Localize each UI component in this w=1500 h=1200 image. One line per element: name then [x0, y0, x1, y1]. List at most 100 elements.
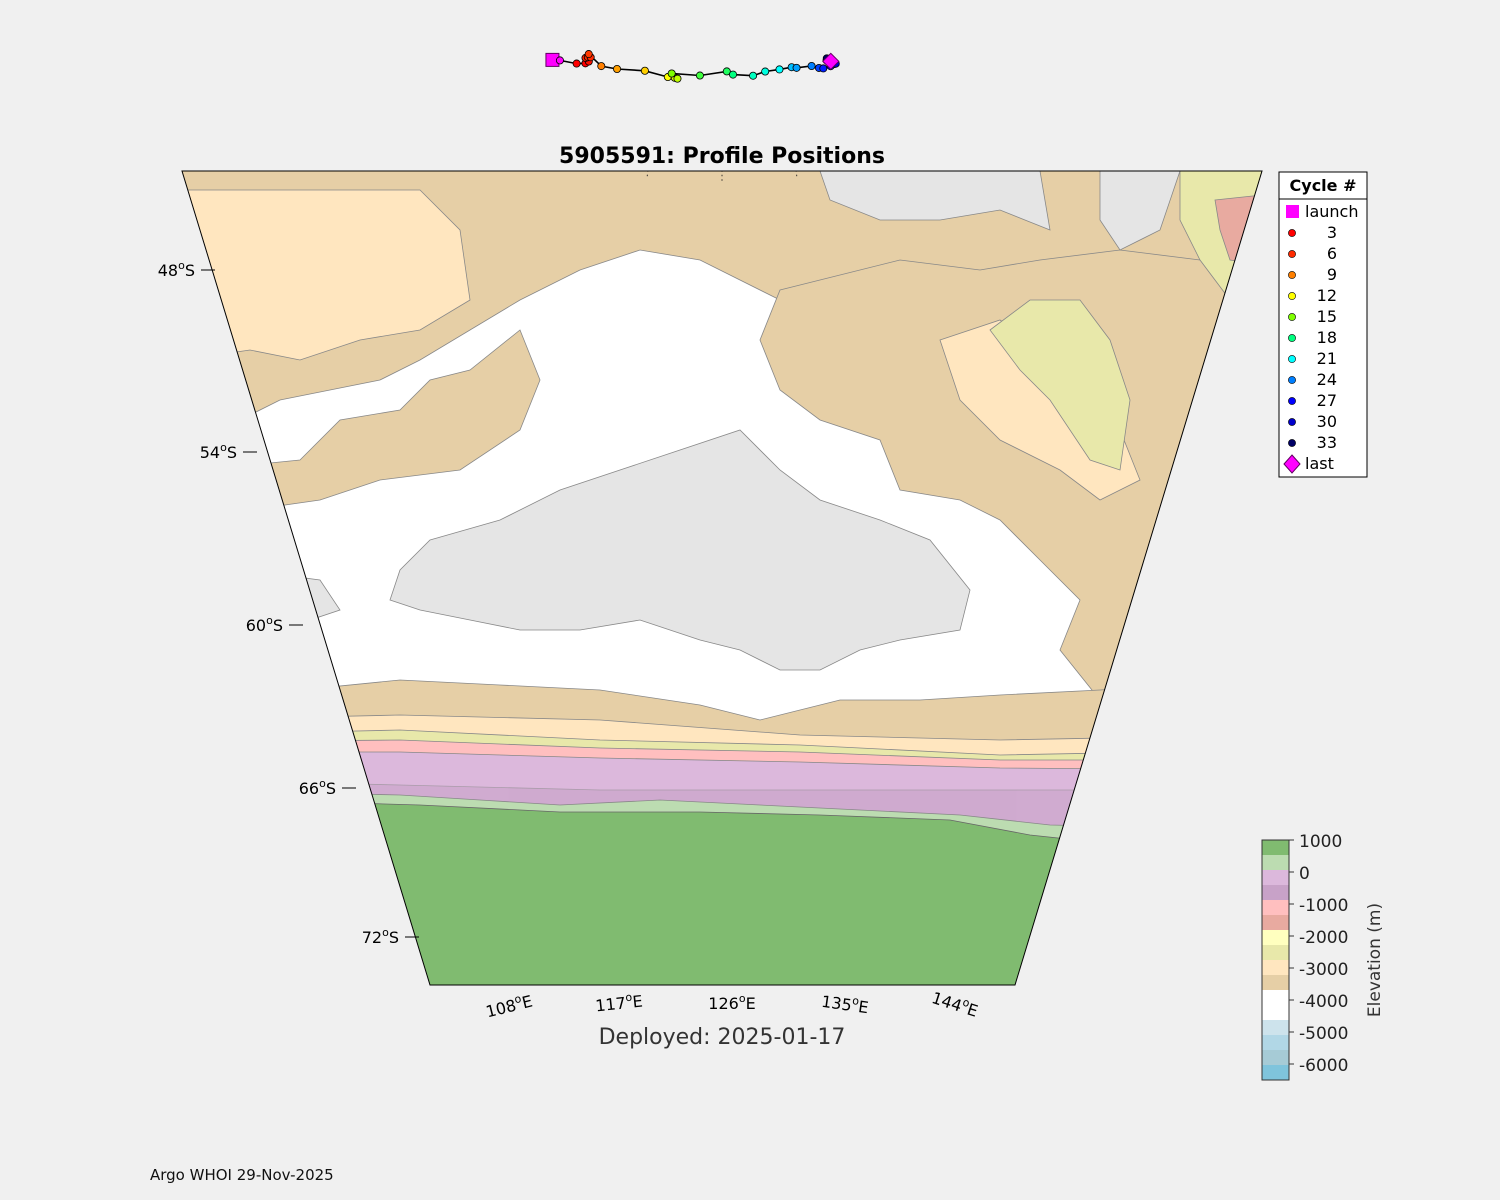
- legend-item: 3: [1288, 223, 1337, 242]
- meridian-line: [574, 0, 625, 162]
- profile-point: [673, 74, 682, 83]
- profile-point: [761, 67, 770, 76]
- parallel-line: [536, 0, 907, 37]
- legend-label: 15: [1317, 307, 1337, 326]
- legend-item: 6: [1288, 244, 1337, 263]
- legend-dot-icon: [1288, 271, 1296, 279]
- parallel-line: [521, 34, 924, 76]
- legend-dot-icon: [1288, 250, 1296, 258]
- colorbar-swatch: [1262, 840, 1289, 856]
- colorbar-swatch: [1262, 855, 1289, 871]
- legend-item: 15: [1288, 307, 1337, 326]
- legend-item: last: [1283, 454, 1334, 474]
- meridian-line: [820, 0, 871, 162]
- elevation-colorbar: 1000 0 -1000 -2000 -3000 -4000 -5000 -6000 Elev…: [1261, 832, 1385, 1081]
- profile-point: [807, 62, 816, 71]
- legend-dot-icon: [1288, 229, 1296, 237]
- legend-diamond-icon: [1283, 454, 1301, 474]
- colorbar-swatch: [1262, 975, 1289, 991]
- colorbar-swatch: [1262, 915, 1289, 931]
- profile-point: [695, 71, 704, 80]
- legend-item: launch: [1286, 202, 1358, 221]
- legend-square-icon: [1286, 205, 1299, 218]
- lat-tick-label: 54oS: [200, 441, 237, 462]
- colorbar-swatch: [1262, 990, 1289, 1006]
- profile-point: [792, 63, 801, 72]
- lon-tick-label: 135oE: [820, 990, 870, 1017]
- colorbar-swatch: [1262, 1020, 1289, 1036]
- map-title: 5905591: Profile Positions: [559, 144, 885, 169]
- colorbar-tick-label: 1000: [1299, 832, 1342, 852]
- legend-label: last: [1305, 454, 1334, 473]
- legend-dot-icon: [1288, 439, 1296, 447]
- colorbar-tick-label: -4000: [1299, 992, 1348, 1012]
- cycle-legend: Cycle # launch 3 6 9 12 15 18 21 24 27 30 33 last: [1278, 171, 1368, 478]
- profile-point: [597, 62, 606, 71]
- legend-dot-icon: [1288, 418, 1296, 426]
- legend-dot-icon: [1288, 397, 1296, 405]
- legend-dot-icon: [1288, 292, 1296, 300]
- legend-label: 21: [1317, 349, 1337, 368]
- colorbar-swatch: [1262, 885, 1289, 901]
- legend-label: 24: [1317, 370, 1337, 389]
- colorbar-swatch: [1262, 960, 1289, 976]
- profile-point: [667, 69, 676, 78]
- lon-tick-label: 108oE: [483, 990, 534, 1022]
- legend-item: 30: [1288, 412, 1337, 431]
- lat-tick-label: 66oS: [299, 777, 336, 798]
- colorbar-label: Elevation (m): [1365, 903, 1385, 1017]
- legend-label: 33: [1317, 433, 1337, 452]
- legend-label: 12: [1317, 286, 1337, 305]
- legend-label: 30: [1317, 412, 1337, 431]
- colorbar-swatch: [1262, 900, 1289, 916]
- profile-point: [572, 59, 581, 68]
- legend-title: Cycle #: [1290, 176, 1357, 195]
- colorbar-tick-label: -1000: [1299, 896, 1348, 916]
- legend-label: 6: [1327, 244, 1337, 263]
- longitude-labels: 108oE 117oE 126oE 135oE 144oE: [483, 986, 981, 1022]
- colorbar-swatch: [1262, 1035, 1289, 1051]
- lat-tick-label: 60oS: [246, 614, 283, 635]
- colorbar-tick-label: -5000: [1299, 1024, 1348, 1044]
- profile-point: [640, 66, 649, 75]
- legend-label: 9: [1327, 265, 1337, 284]
- profile-point: [749, 71, 758, 80]
- legend-item: 21: [1288, 349, 1337, 368]
- colorbar-tick-label: -3000: [1299, 960, 1348, 980]
- legend-dot-icon: [1288, 334, 1296, 342]
- lon-tick-label: 117oE: [594, 990, 643, 1016]
- latitude-labels: 48oS 54oS 60oS 66oS 72oS: [158, 259, 419, 947]
- parallel-line: [505, 70, 939, 115]
- lat-tick-label: 48oS: [158, 259, 195, 280]
- profile-point: [613, 65, 622, 74]
- legend-label: 3: [1327, 223, 1337, 242]
- profile-point: [775, 65, 784, 74]
- legend-item: 24: [1288, 370, 1337, 389]
- profile-point: [584, 50, 593, 59]
- deployed-date: Deployed: 2025-01-17: [599, 1025, 846, 1050]
- colorbar-swatch: [1262, 945, 1289, 961]
- legend-label: 27: [1317, 391, 1337, 410]
- legend-dot-icon: [1288, 355, 1296, 363]
- lon-tick-label: 144oE: [929, 986, 981, 1021]
- colorbar-swatch: [1262, 930, 1289, 946]
- legend-item: 27: [1288, 391, 1337, 410]
- last-marker: [822, 52, 840, 71]
- colorbar-swatch: [1262, 1050, 1289, 1066]
- lon-tick-label: 126oE: [708, 992, 755, 1013]
- colorbar-tick-label: -2000: [1299, 928, 1348, 948]
- footer-credit: Argo WHOI 29-Nov-2025: [150, 1166, 334, 1184]
- colorbar-tick-label: 0: [1299, 864, 1310, 884]
- legend-item: 18: [1288, 328, 1337, 347]
- profile-point: [819, 64, 828, 73]
- bathymetry-map: [182, 171, 1262, 985]
- profile-point: [555, 56, 564, 65]
- colorbar-swatch: [1262, 1065, 1289, 1081]
- legend-label: 18: [1317, 328, 1337, 347]
- legend-item: 33: [1288, 433, 1337, 452]
- legend-dot-icon: [1288, 313, 1296, 321]
- meridian-line: [502, 0, 577, 140]
- legend-item: 12: [1288, 286, 1337, 305]
- lat-tick-label: 72oS: [362, 926, 399, 947]
